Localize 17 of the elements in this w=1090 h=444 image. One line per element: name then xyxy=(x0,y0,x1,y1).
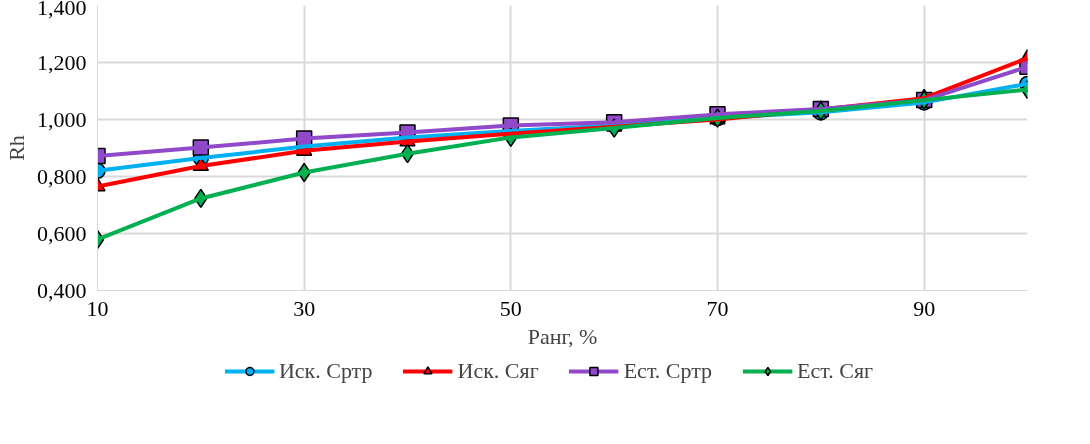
x-axis-title: Ранг, % xyxy=(527,323,598,349)
x-tick-label: 10 xyxy=(86,295,109,321)
y-tick-label: 1,400 xyxy=(37,0,87,20)
y-tick-label: 0,600 xyxy=(37,220,87,246)
x-tick-label: 30 xyxy=(293,295,316,321)
legend-label: Иск. Сяг xyxy=(457,358,539,384)
y-tick-label: 0,800 xyxy=(37,163,87,189)
x-tick-label: 50 xyxy=(499,295,522,321)
x-tick-label: 70 xyxy=(706,295,729,321)
y-tick-label: 0,400 xyxy=(37,277,87,303)
legend-label: Иск. Сртр xyxy=(278,358,373,384)
legend-label: Ест. Сртр xyxy=(623,358,713,384)
y-tick-label: 1,000 xyxy=(37,106,87,132)
x-tick-label: 90 xyxy=(913,295,936,321)
legend-label: Ест. Сяг xyxy=(797,358,874,384)
y-axis-title: Rh xyxy=(4,135,29,161)
y-tick-label: 1,200 xyxy=(37,49,87,75)
